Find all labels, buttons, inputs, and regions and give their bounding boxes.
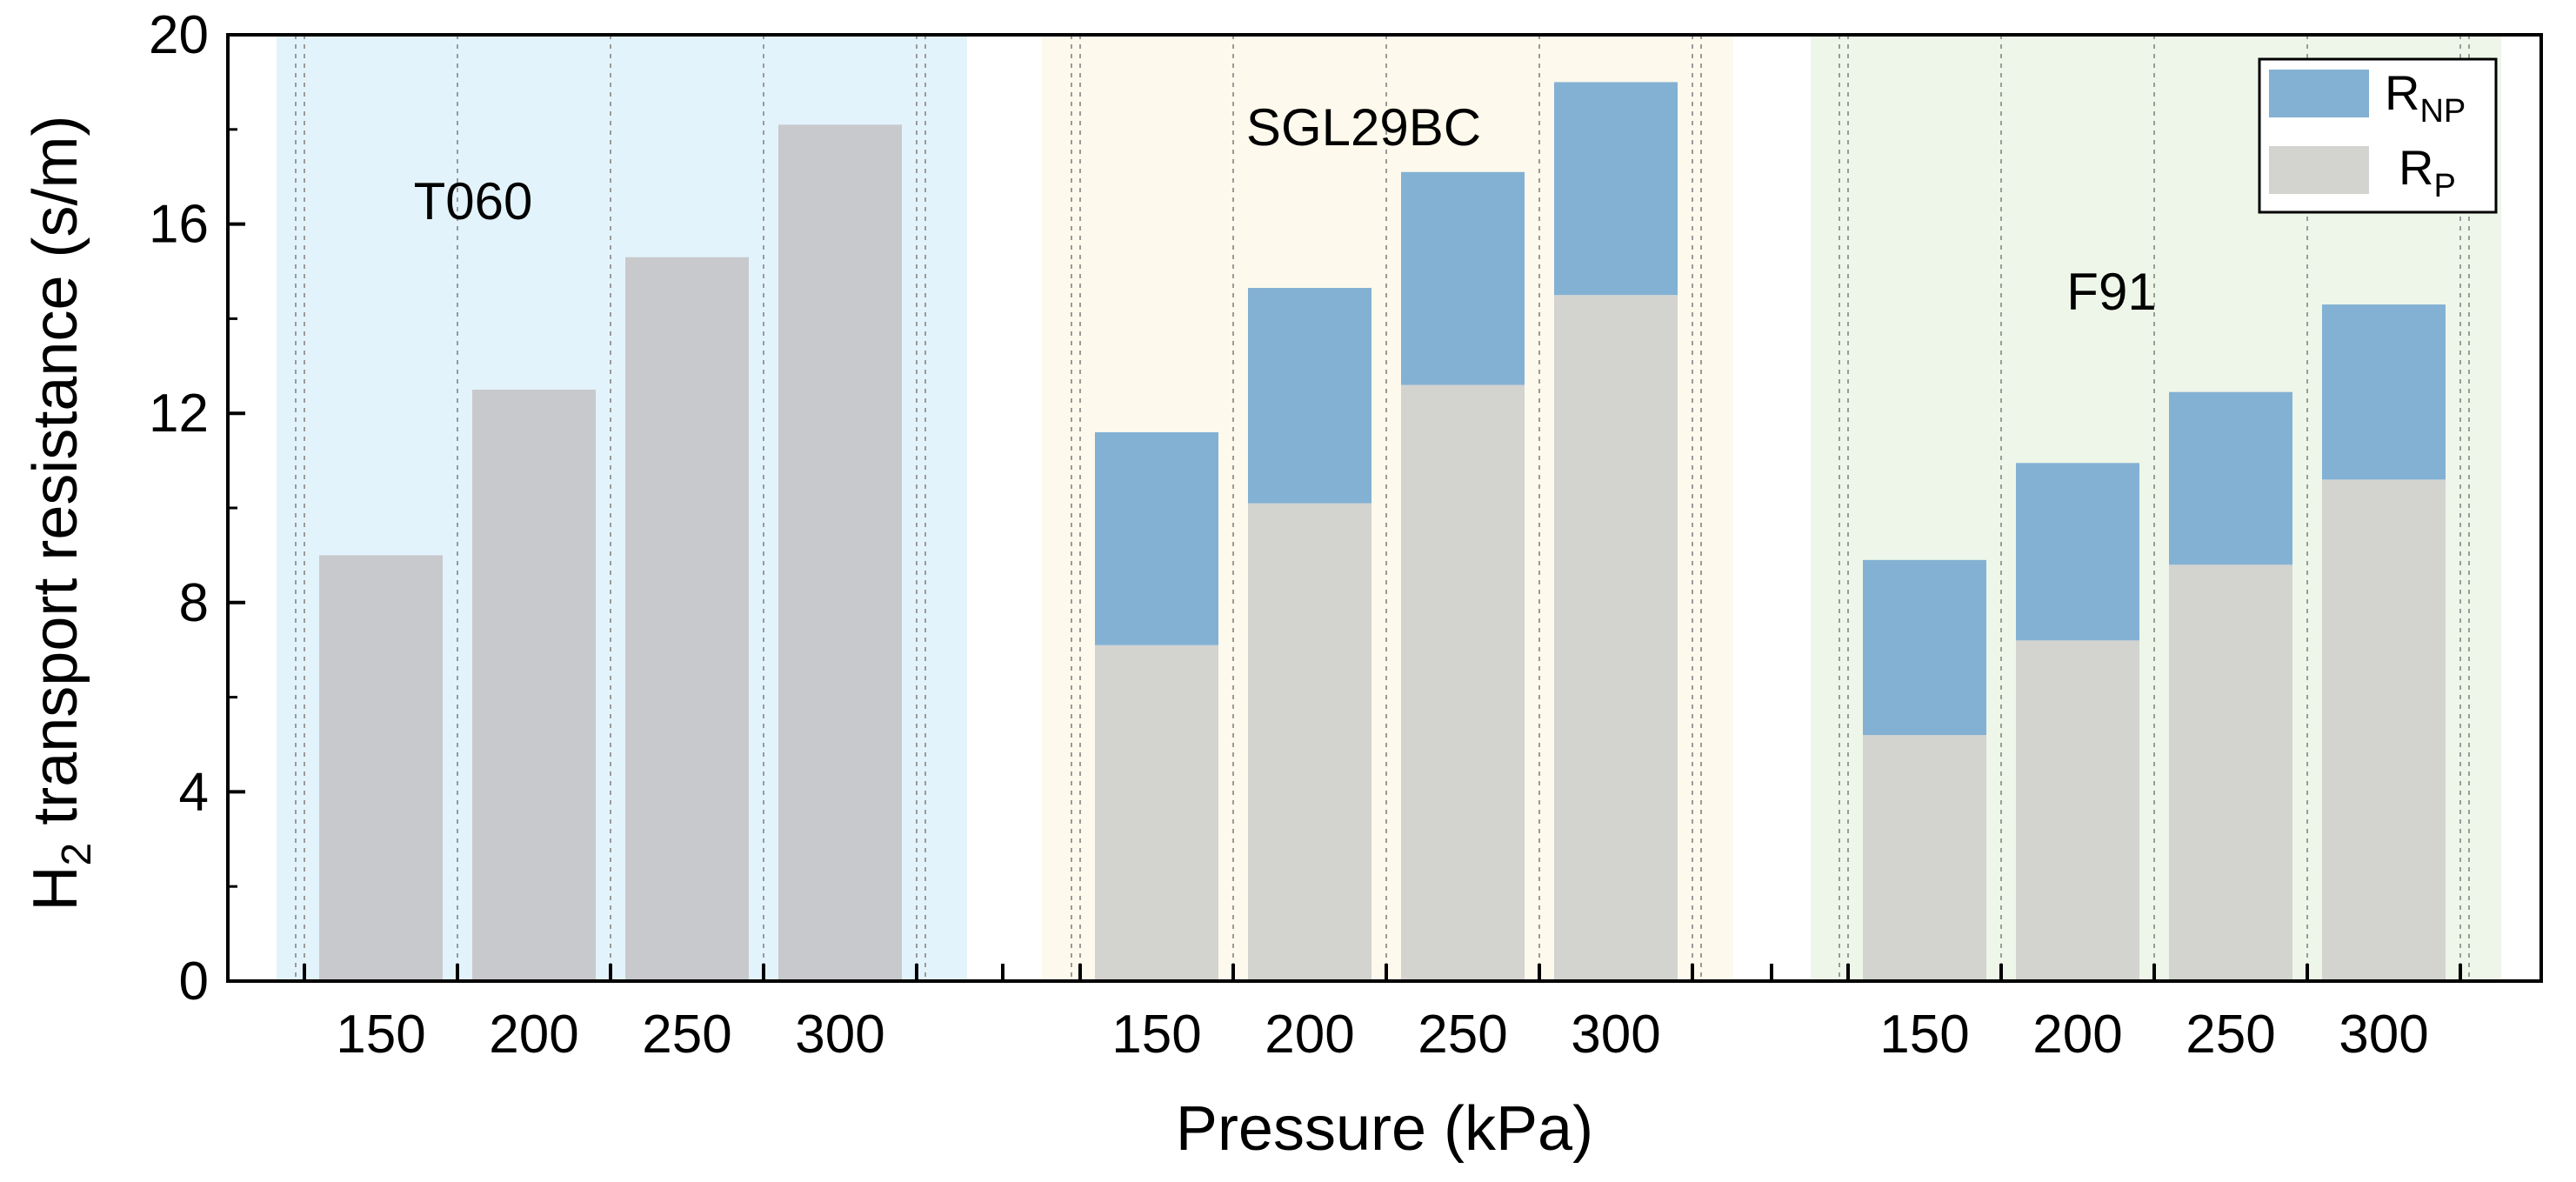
bar-rnp-sgl29bc-200 bbox=[1248, 288, 1371, 504]
bar-rp-f91-200 bbox=[2016, 640, 2139, 981]
bar-rp-t060-200 bbox=[472, 390, 596, 981]
group-label-t060: T060 bbox=[414, 172, 533, 230]
bar-rp-t060-250 bbox=[625, 257, 749, 981]
y-axis-title-rest: transport resistance (s/m) bbox=[21, 116, 90, 843]
x-tick-label: 300 bbox=[2339, 1005, 2428, 1065]
bar-rnp-f91-300 bbox=[2322, 304, 2446, 480]
legend-label-rnp: RNP bbox=[2385, 65, 2466, 130]
y-axis-title: H2 transport resistance (s/m) bbox=[21, 116, 100, 912]
x-tick-label: 150 bbox=[1879, 1005, 1969, 1065]
group-label-sgl29bc: SGL29BC bbox=[1246, 98, 1481, 157]
bar-rp-f91-250 bbox=[2169, 564, 2292, 981]
group-label-f91: F91 bbox=[2066, 263, 2156, 321]
bar-rnp-f91-150 bbox=[1863, 559, 1986, 736]
bar-rnp-f91-200 bbox=[2016, 463, 2139, 641]
y-tick-label: 0 bbox=[179, 952, 209, 1012]
bar-rnp-sgl29bc-300 bbox=[1554, 82, 1678, 296]
bar-rp-sgl29bc-200 bbox=[1248, 503, 1371, 981]
y-tick-label: 20 bbox=[149, 5, 209, 65]
x-tick-label: 250 bbox=[1418, 1005, 1507, 1065]
gridlines bbox=[295, 35, 2470, 981]
bar-rnp-f91-250 bbox=[2169, 391, 2292, 565]
bar-rp-t060-150 bbox=[319, 555, 443, 981]
x-tick-label: 200 bbox=[1265, 1005, 1354, 1065]
x-tick-label: 300 bbox=[795, 1005, 884, 1065]
x-tick-label: 150 bbox=[1111, 1005, 1201, 1065]
x-tick-label: 250 bbox=[2186, 1005, 2275, 1065]
x-tick-label: 200 bbox=[489, 1005, 578, 1065]
x-tick-label: 300 bbox=[1571, 1005, 1660, 1065]
y-axis-title-sub: 2 bbox=[54, 843, 100, 866]
y-tick-label: 16 bbox=[149, 195, 209, 255]
bar-rp-sgl29bc-300 bbox=[1554, 295, 1678, 981]
y-tick-label: 4 bbox=[179, 762, 209, 822]
legend: RNP RP bbox=[2258, 57, 2498, 214]
y-axis-title-main: H bbox=[21, 865, 90, 911]
bars bbox=[319, 82, 2446, 982]
bar-rp-f91-150 bbox=[1863, 735, 1986, 981]
bar-rp-t060-300 bbox=[778, 124, 902, 982]
bar-rnp-sgl29bc-250 bbox=[1401, 171, 1525, 385]
legend-swatch-rnp bbox=[2269, 70, 2369, 117]
legend-label-rp: RP bbox=[2399, 140, 2456, 204]
bar-rp-sgl29bc-250 bbox=[1401, 384, 1525, 981]
y-tick-label: 8 bbox=[179, 573, 209, 633]
legend-swatch-rp bbox=[2269, 146, 2369, 194]
bar-rp-f91-300 bbox=[2322, 479, 2446, 981]
y-tick-label: 12 bbox=[149, 384, 209, 444]
x-tick-label: 200 bbox=[2032, 1005, 2122, 1065]
x-tick-label: 250 bbox=[642, 1005, 731, 1065]
axes bbox=[226, 33, 2543, 983]
bar-rnp-sgl29bc-150 bbox=[1095, 431, 1218, 645]
bar-rp-sgl29bc-150 bbox=[1095, 644, 1218, 981]
x-axis-title: Pressure (kPa) bbox=[1176, 1094, 1593, 1164]
x-tick-label: 150 bbox=[336, 1005, 425, 1065]
